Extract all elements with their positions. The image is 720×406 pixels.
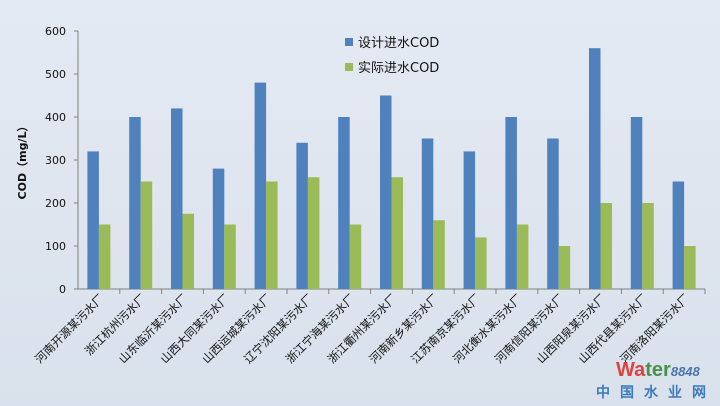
bar-design (421, 138, 434, 289)
bar-design (129, 117, 141, 289)
legend-swatch-actual (345, 63, 353, 71)
bar-actual (558, 246, 571, 289)
bar-actual (182, 213, 194, 289)
y-tick-label: 300 (45, 154, 66, 167)
bar-design (212, 168, 225, 289)
bar-actual (224, 224, 236, 289)
y-tick-label: 600 (45, 25, 66, 38)
bar-design (338, 117, 350, 289)
legend-label-design: 设计进水COD (358, 36, 439, 51)
bar-design (463, 151, 476, 289)
bar-actual (516, 224, 529, 289)
bar-design (589, 48, 601, 290)
bar-actual (140, 181, 153, 289)
bar-design (505, 117, 517, 289)
x-tick-label: 河南开源某污水厂 (32, 291, 107, 366)
bar-actual (98, 224, 111, 289)
y-axis-label: COD（mg/L） (16, 121, 29, 200)
y-tick-label: 200 (45, 197, 66, 210)
bar-design (171, 108, 183, 290)
bar-actual (349, 224, 362, 289)
bar-design (87, 151, 99, 289)
bar-actual (307, 177, 320, 289)
bar-design (547, 138, 559, 289)
bar-actual (391, 177, 403, 289)
bars (87, 48, 696, 290)
y-tick-label: 500 (45, 68, 66, 81)
bar-design (380, 95, 392, 289)
bar-actual (600, 203, 612, 289)
y-tick-label: 400 (45, 111, 66, 124)
svg-text:Water8848: Water8848 (616, 359, 701, 381)
bar-actual (433, 220, 445, 289)
y-ticks: 0 100 200 300 400 500 600 (45, 25, 78, 296)
bar-actual (475, 237, 487, 289)
bar-design (672, 181, 685, 289)
x-tick-labels: 河南开源某污水厂浙江杭州污水厂山东临沂某污水厂山西大同某污水厂山西运城某污水厂辽… (32, 291, 692, 366)
bar-design (254, 82, 267, 289)
svg-text:中国水业网: 中国水业网 (596, 384, 716, 401)
legend-label-actual: 实际进水COD (358, 61, 439, 76)
legend: 设计进水COD 实际进水COD (345, 36, 439, 76)
bar-actual (684, 246, 696, 289)
bar-design (296, 142, 308, 289)
bar-actual (266, 181, 278, 289)
y-tick-label: 100 (45, 240, 66, 253)
y-tick-label: 0 (59, 283, 66, 296)
watermark-logo: Water8848 中国水业网 (596, 359, 716, 401)
legend-swatch-design (345, 38, 353, 46)
bar-design (630, 117, 643, 289)
bar-actual (642, 203, 654, 289)
